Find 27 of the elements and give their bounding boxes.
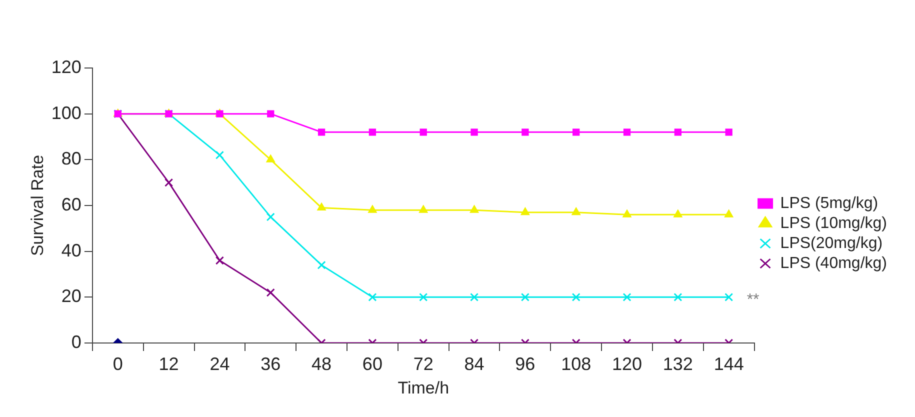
y-tick-label: 120 — [51, 56, 82, 77]
y-tick-label: 20 — [61, 286, 82, 306]
x-tick-label: 60 — [362, 354, 382, 374]
legend-label: LPS(20mg/kg) — [780, 234, 883, 252]
annotation: ** — [746, 292, 760, 309]
x-axis-title: Time/h — [398, 378, 450, 398]
x-tick-label: 144 — [714, 354, 744, 374]
y-tick-label: 0 — [71, 332, 82, 352]
x-tick-label: 84 — [464, 354, 484, 374]
y-tick-label: 80 — [61, 148, 82, 169]
x-tick-label: 72 — [413, 354, 434, 374]
x-tick-label: 120 — [612, 354, 642, 374]
x-tick-label: 108 — [561, 354, 592, 374]
x-tick-label: 36 — [260, 354, 281, 374]
x-tick-label: 96 — [515, 354, 536, 374]
x-tick-label: 132 — [662, 354, 693, 374]
x-tick-label: 0 — [112, 354, 123, 374]
y-tick-label: 40 — [61, 240, 82, 260]
x-tick-label: 24 — [210, 354, 230, 374]
x-tick-label: 12 — [158, 354, 179, 374]
y-tick-label: 100 — [51, 102, 82, 123]
x-tick-label: 48 — [312, 354, 332, 374]
legend-label: LPS (10mg/kg) — [780, 214, 888, 232]
y-axis-title: Survival Rate — [28, 154, 47, 256]
legend-label: LPS (40mg/kg) — [780, 254, 888, 272]
y-tick-label: 60 — [61, 194, 82, 214]
legend-label: LPS (5mg/kg) — [780, 194, 878, 212]
